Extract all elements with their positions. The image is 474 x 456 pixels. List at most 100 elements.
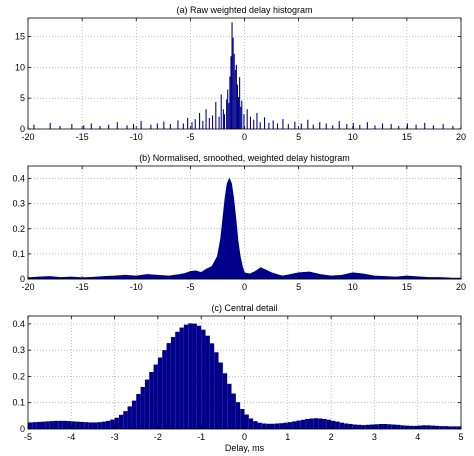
bar: [218, 116, 220, 129]
bar: [387, 424, 392, 429]
bar: [220, 94, 222, 129]
x-tick-label: 1: [285, 432, 290, 442]
bar: [326, 419, 332, 429]
bar: [75, 421, 80, 429]
bar: [40, 421, 46, 429]
bar: [359, 124, 361, 129]
bar: [108, 124, 110, 129]
bar: [205, 335, 210, 429]
bar: [235, 402, 241, 429]
bar: [266, 423, 271, 429]
x-tick-label: 0: [242, 432, 247, 442]
bar: [162, 350, 167, 429]
bar: [234, 69, 236, 129]
bar: [370, 424, 375, 429]
bar: [59, 125, 61, 129]
bar: [452, 125, 454, 129]
bar: [313, 418, 319, 429]
x-tick-label: 10: [348, 132, 358, 142]
bar: [243, 114, 245, 129]
bar: [276, 123, 279, 129]
bar: [400, 425, 405, 429]
bar: [240, 106, 242, 129]
bar: [182, 123, 184, 129]
bar: [292, 421, 297, 429]
x-tick-label: -5: [24, 432, 32, 442]
bar: [226, 99, 228, 129]
bar: [231, 22, 233, 129]
bar: [58, 420, 63, 429]
x-tick-label: 5: [296, 132, 301, 142]
bar: [90, 123, 92, 129]
x-tick-label: -10: [130, 132, 143, 142]
bar: [322, 419, 327, 429]
bar: [270, 423, 275, 429]
bar: [259, 122, 261, 129]
bar: [140, 386, 145, 429]
bar: [156, 123, 158, 129]
bar: [296, 420, 301, 429]
y-tick-label: 5: [20, 93, 25, 103]
bar: [294, 121, 296, 129]
y-tick-label: 0.4: [12, 174, 25, 184]
bar: [443, 426, 449, 429]
bar: [110, 419, 115, 429]
bar: [136, 394, 141, 429]
bar: [300, 123, 302, 129]
bar: [228, 103, 230, 129]
bar: [256, 112, 258, 129]
bar: [253, 421, 258, 429]
x-tick-label: 2: [329, 432, 334, 442]
bar: [452, 426, 457, 429]
bar: [227, 383, 232, 429]
bar: [83, 125, 85, 129]
bar: [365, 424, 371, 429]
x-tick-label: -5: [186, 282, 194, 292]
bar: [344, 423, 349, 429]
bar: [49, 122, 51, 129]
bar: [381, 123, 384, 129]
x-tick-label: -2: [154, 432, 162, 442]
x-tick-label: 0: [242, 132, 247, 142]
x-tick-label: 10: [348, 282, 358, 292]
bar: [318, 418, 323, 429]
bar: [374, 125, 376, 129]
y-tick-label: 0.4: [12, 319, 25, 329]
y-tick-label: 0: [20, 424, 25, 434]
bar: [339, 422, 345, 429]
bar: [92, 422, 98, 429]
bar: [383, 424, 388, 429]
bar: [244, 414, 249, 429]
y-tick-label: 0.2: [12, 371, 25, 381]
x-axis-label: Delay, ms: [225, 443, 265, 453]
bar: [332, 125, 334, 129]
bar: [424, 122, 426, 129]
bar: [241, 100, 243, 129]
bar: [71, 421, 76, 429]
bar: [272, 120, 274, 129]
x-tick-label: -20: [21, 282, 34, 292]
bar: [194, 119, 196, 129]
bar: [118, 414, 124, 429]
bar: [238, 96, 240, 129]
bar: [214, 352, 219, 429]
y-tick-label: 0.1: [12, 249, 25, 259]
bar: [435, 425, 440, 429]
bar: [390, 124, 392, 129]
bar: [84, 422, 89, 429]
x-tick-label: 20: [456, 282, 466, 292]
bar: [442, 124, 444, 129]
y-tick-label: 0.3: [12, 345, 25, 355]
y-tick-label: 0.1: [12, 398, 25, 408]
bar: [235, 64, 237, 129]
bar: [305, 419, 310, 429]
x-tick-label: -15: [76, 132, 89, 142]
bar: [114, 417, 119, 429]
bar: [222, 109, 224, 129]
x-tick-label: 5: [458, 432, 463, 442]
bar: [415, 124, 417, 129]
bar: [215, 101, 217, 129]
bar: [249, 116, 251, 129]
bar: [448, 426, 453, 429]
bar: [99, 125, 101, 129]
